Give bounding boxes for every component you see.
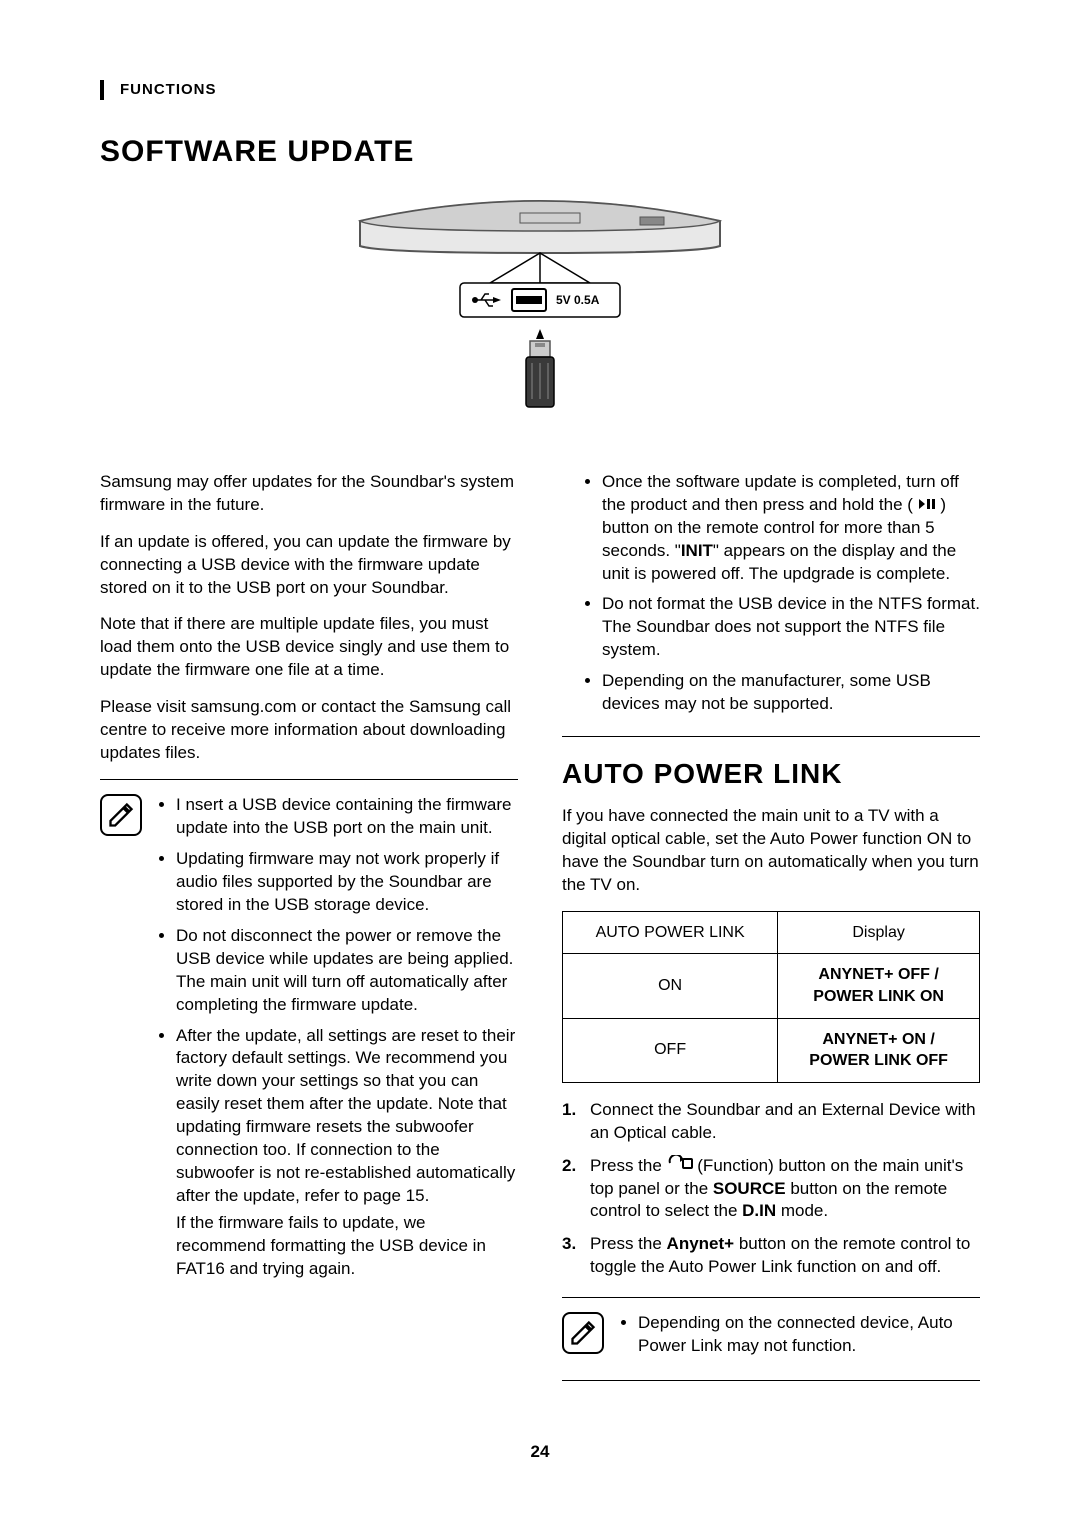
note-item-subtext: If the firmware fails to update, we reco… [176, 1212, 518, 1281]
text-span: Once the software update is completed, t… [602, 472, 959, 514]
pencil-note-icon [562, 1312, 604, 1354]
table-cell: OFF [563, 1018, 778, 1082]
text-span: mode. [776, 1201, 828, 1220]
table-header: Display [778, 911, 980, 954]
note-item: Depending on the manufacturer, some USB … [602, 670, 980, 716]
note-block-left: I nsert a USB device containing the firm… [100, 779, 518, 1289]
play-pause-icon [918, 494, 936, 517]
text-bold: Anynet+ [667, 1234, 735, 1253]
intro-para-2: If an update is offered, you can update … [100, 531, 518, 600]
note-list-left: I nsert a USB device containing the firm… [156, 794, 518, 1289]
note-item: Do not disconnect the power or remove th… [176, 925, 518, 1017]
note-block-right-bottom: Depending on the connected device, Auto … [562, 1297, 980, 1381]
pencil-note-icon [100, 794, 142, 836]
table-cell-line: POWER LINK OFF [786, 1050, 971, 1072]
intro-para-3: Note that if there are multiple update f… [100, 613, 518, 682]
function-cycle-icon [667, 1155, 693, 1178]
table-cell: ANYNET+ OFF / POWER LINK ON [778, 954, 980, 1018]
note-list-right-bottom: Depending on the connected device, Auto … [618, 1312, 980, 1366]
apl-steps: Connect the Soundbar and an External Dev… [562, 1099, 980, 1280]
apl-intro: If you have connected the main unit to a… [562, 805, 980, 897]
table-header: AUTO POWER LINK [563, 911, 778, 954]
note-item: I nsert a USB device containing the firm… [176, 794, 518, 840]
text-bold: D.IN [742, 1201, 776, 1220]
auto-power-link-table: AUTO POWER LINK Display ON ANYNET+ OFF /… [562, 911, 980, 1083]
note-item-text: After the update, all settings are reset… [176, 1026, 515, 1206]
left-column: Samsung may offer updates for the Soundb… [100, 471, 518, 1381]
step-item: Press the Anynet+ button on the remote c… [562, 1233, 980, 1279]
step-item: Press the (Function) button on the main … [562, 1155, 980, 1224]
page-number: 24 [100, 1441, 980, 1464]
page-title: SOFTWARE UPDATE [100, 132, 980, 173]
table-cell-line: ANYNET+ ON / [786, 1029, 971, 1051]
note-item: After the update, all settings are reset… [176, 1025, 518, 1281]
right-column: Once the software update is completed, t… [562, 471, 980, 1381]
note-item: Once the software update is completed, t… [602, 471, 980, 586]
text-bold: SOURCE [713, 1179, 786, 1198]
table-cell-line: ANYNET+ OFF / [786, 964, 971, 986]
step-item: Connect the Soundbar and an External Dev… [562, 1099, 980, 1145]
text-span: Press the [590, 1156, 667, 1175]
text-span: Press the [590, 1234, 667, 1253]
note-item: Do not format the USB device in the NTFS… [602, 593, 980, 662]
section-label: FUNCTIONS [100, 80, 980, 100]
intro-para-1: Samsung may offer updates for the Soundb… [100, 471, 518, 517]
table-cell: ANYNET+ ON / POWER LINK OFF [778, 1018, 980, 1082]
intro-para-4: Please visit samsung.com or contact the … [100, 696, 518, 765]
soundbar-diagram: 5V 0.5A [100, 191, 980, 431]
table-cell-line: POWER LINK ON [786, 986, 971, 1008]
note-item: Depending on the connected device, Auto … [638, 1312, 980, 1358]
note-item: Updating firmware may not work properly … [176, 848, 518, 917]
auto-power-link-heading: AUTO POWER LINK [562, 755, 980, 793]
usb-port-label: 5V 0.5A [556, 293, 600, 307]
note-list-right-top: Once the software update is completed, t… [562, 471, 980, 737]
table-cell: ON [563, 954, 778, 1018]
text-bold: INIT [681, 541, 713, 560]
